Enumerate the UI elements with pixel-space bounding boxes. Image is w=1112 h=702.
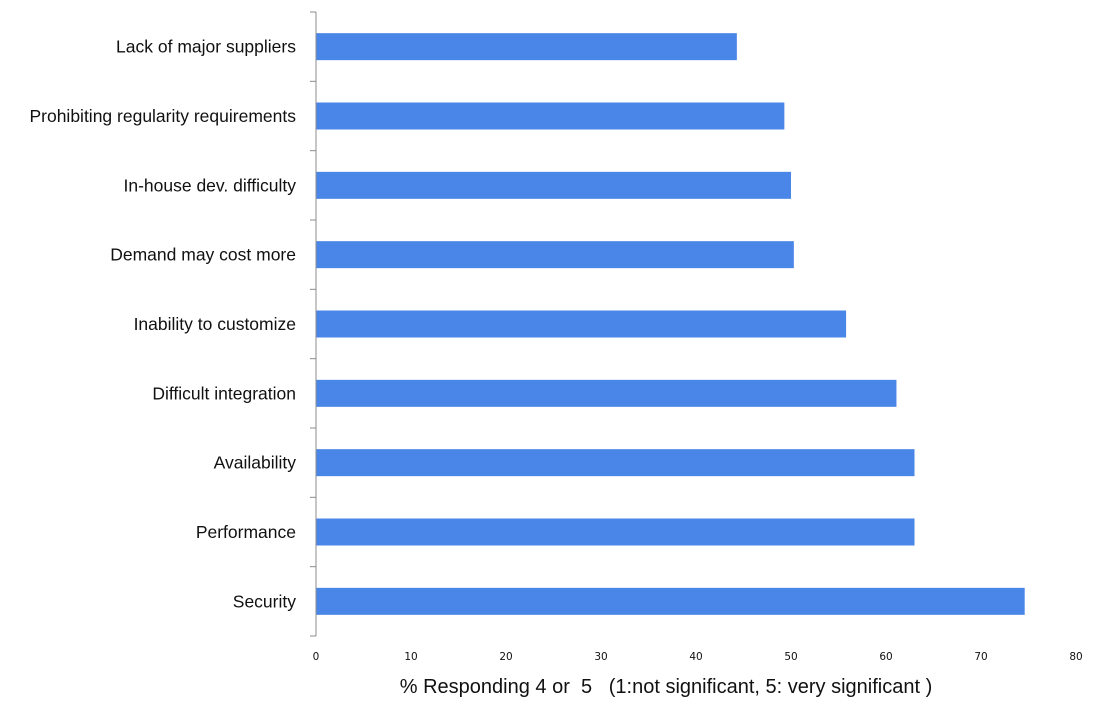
x-tick-label: 0 <box>313 651 320 663</box>
x-tick-label: 50 <box>784 651 797 663</box>
x-tick-label: 10 <box>404 651 417 663</box>
bar-performance <box>316 518 915 546</box>
bar-in-house-dev-difficulty <box>316 171 791 199</box>
category-label-prohibiting-regularity-requirements: Prohibiting regularity requirements <box>29 106 296 126</box>
category-label-difficult-integration: Difficult integration <box>152 383 296 403</box>
x-tick-label: 20 <box>499 651 512 663</box>
bar-security <box>316 587 1025 615</box>
category-label-lack-of-major-suppliers: Lack of major suppliers <box>116 37 296 57</box>
bar-demand-may-cost-more <box>316 241 794 269</box>
category-label-in-house-dev-difficulty: In-house dev. difficulty <box>123 175 296 195</box>
x-tick-label: 30 <box>594 651 607 663</box>
category-labels: Lack of major suppliers Prohibiting regul… <box>29 37 296 612</box>
category-label-availability: Availability <box>214 453 297 473</box>
category-label-performance: Performance <box>196 522 296 542</box>
x-tick-label: 60 <box>879 651 892 663</box>
bar-lack-of-major-suppliers <box>316 33 737 61</box>
x-tick-label: 70 <box>974 651 987 663</box>
x-axis-title: % Responding 4 or 5 (1:not significant, … <box>400 676 933 698</box>
bars-group <box>316 33 1025 615</box>
x-tick-label: 80 <box>1069 651 1082 663</box>
bar-availability <box>316 449 915 477</box>
category-label-demand-may-cost-more: Demand may cost more <box>110 245 296 265</box>
bar-prohibiting-regularity-requirements <box>316 102 785 130</box>
x-axis-tick-labels: 0 10 20 30 40 50 60 70 80 <box>313 651 1083 663</box>
category-label-security: Security <box>233 591 296 611</box>
x-tick-label: 40 <box>689 651 702 663</box>
category-label-inability-to-customize: Inability to customize <box>134 314 296 334</box>
y-axis-ticks <box>310 11 316 637</box>
bar-inability-to-customize <box>316 310 847 338</box>
bar-difficult-integration <box>316 379 897 407</box>
